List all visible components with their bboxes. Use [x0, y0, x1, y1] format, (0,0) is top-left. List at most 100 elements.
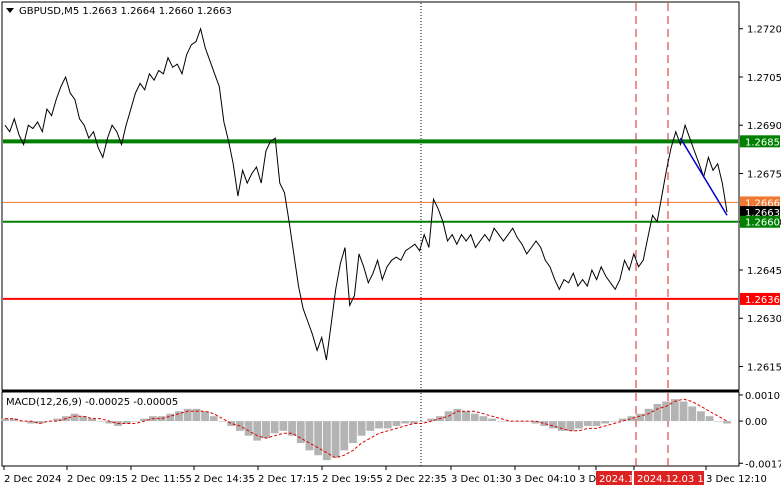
y-tick-label: 1.2615 [747, 362, 781, 373]
x-tick-label: 2 Dec 19:55 [322, 474, 383, 485]
macd-bar [670, 399, 679, 422]
macd-bar [305, 421, 314, 451]
y-tick-label: 1.2675 [747, 169, 781, 180]
macd-bar [201, 411, 209, 422]
macd-bar [209, 416, 218, 422]
macd-bar [714, 421, 723, 422]
macd-bar [79, 416, 88, 422]
macd-bar [35, 421, 44, 424]
macd-bar [227, 421, 236, 426]
macd-bar [470, 413, 479, 422]
macd-bar [488, 418, 497, 422]
macd-bar [575, 421, 584, 429]
macd-bar [357, 421, 366, 436]
level-tag [740, 196, 780, 209]
level-tag [740, 215, 780, 228]
symbol-ohlc-text: GBPUSD,M5 1.2663 1.2664 1.2660 1.2663 [19, 6, 232, 17]
macd-bar [175, 411, 183, 422]
macd-bar [53, 418, 62, 422]
macd-tick-label: -0.00173 [745, 459, 781, 470]
macd-bar [96, 421, 105, 422]
y-tick-label: 1.2720 [747, 25, 781, 36]
y-tick-label: 1.2690 [747, 121, 781, 132]
macd-bar [131, 421, 140, 422]
macd-tick-label: 0.00 [745, 417, 767, 428]
macd-bar [1, 418, 9, 422]
macd-bar [409, 421, 418, 424]
macd-label: MACD(12,26,9) -0.00025 -0.00005 [6, 397, 178, 408]
macd-bar [322, 421, 331, 461]
macd-bar [288, 421, 296, 436]
macd-bar [183, 408, 192, 422]
macd-bar [253, 421, 262, 441]
macd-bar [262, 421, 270, 439]
macd-bar [105, 421, 114, 424]
macd-bar [549, 421, 557, 429]
macd-tick-label: 0.00107 [745, 391, 781, 402]
level-tag-label: 1.2663 [745, 208, 780, 219]
macd-bar [349, 421, 357, 444]
macd-bar [140, 418, 149, 422]
macd-bar [583, 421, 592, 426]
macd-bar [705, 416, 714, 422]
macd-bar [88, 418, 96, 422]
x-marker-tag [596, 471, 632, 485]
macd-bar [662, 401, 671, 422]
macd-bar [531, 421, 540, 424]
macd-bar [557, 421, 566, 431]
x-tick-label: 2 Dec 14:35 [194, 474, 255, 485]
macd-bar [566, 421, 575, 431]
level-tag-label: 1.2636 [745, 295, 780, 306]
macd-bar [636, 413, 644, 422]
macd-bar [166, 413, 175, 422]
macd-bar [296, 421, 305, 444]
macd-bar [218, 421, 227, 422]
x-tick-label: 3 Dec 01:30 [451, 474, 512, 485]
macd-bar [340, 421, 349, 451]
level-tag [740, 206, 780, 219]
x-marker-tag-label: 2024.12.03 10:30 [637, 474, 726, 485]
macd-bar [653, 403, 662, 422]
price-line [4, 26, 728, 361]
macd-bar [644, 408, 653, 422]
x-marker-tag-label: 2024.1 [599, 474, 634, 485]
x-tick-label: 3 Dec 04:10 [515, 474, 576, 485]
macd-bar [540, 421, 549, 426]
macd-bar [462, 411, 470, 422]
macd-bar [479, 416, 488, 422]
level-tag [740, 292, 780, 305]
level-tag-label: 1.2666 [745, 198, 780, 209]
macd-bar [27, 421, 36, 424]
x-tick-label: 3 Dec 12:10 [706, 474, 767, 485]
macd-bar [427, 418, 436, 422]
macd-bar [122, 421, 131, 424]
macd-bar [453, 408, 462, 422]
macd-bar [270, 421, 279, 434]
level-tag-label: 1.2660 [745, 218, 780, 229]
macd-bar [314, 421, 323, 456]
macd-bar [70, 413, 79, 422]
x-tick-label: 2 Dec 22:35 [386, 474, 447, 485]
macd-bar [244, 421, 253, 436]
x-tick-label: 2 Dec 09:15 [67, 474, 128, 485]
triangle-down-icon[interactable] [6, 8, 14, 13]
y-tick-label: 1.2630 [747, 314, 781, 325]
macd-bar [9, 418, 18, 422]
macd-bar [496, 421, 505, 422]
macd-bar [418, 421, 427, 422]
x-tick-label: 2 Dec 17:15 [258, 474, 319, 485]
main-plot-frame [1, 1, 740, 391]
macd-bar [505, 421, 514, 422]
macd-bar [366, 421, 375, 431]
macd-bar [44, 421, 53, 422]
macd-bar [401, 421, 410, 424]
x-marker-tag [634, 471, 704, 485]
macd-bar [192, 408, 201, 422]
macd-bar [627, 416, 636, 422]
macd-bar [610, 421, 618, 422]
macd-bar [392, 421, 401, 426]
macd-bar [696, 411, 705, 422]
level-tag-label: 1.2685 [745, 137, 780, 148]
x-tick-label: 2 Dec 2024 [4, 474, 62, 485]
